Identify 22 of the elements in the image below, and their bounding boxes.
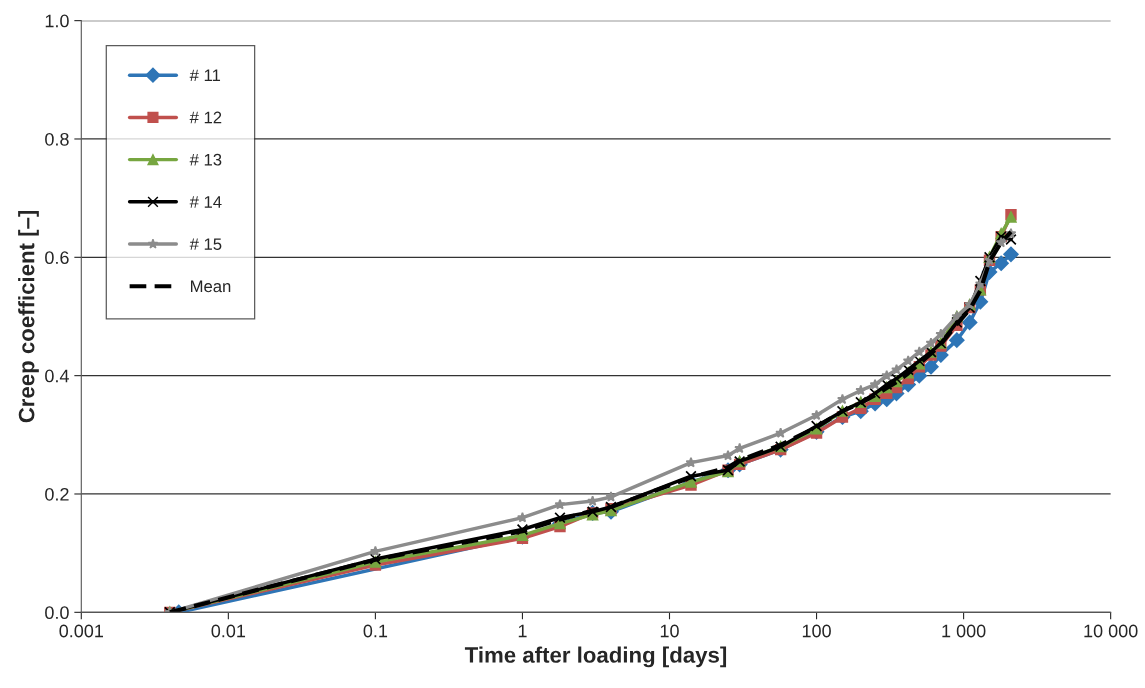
- legend-label: # 12: [189, 111, 222, 124]
- legend-label: Mean: [191, 280, 231, 293]
- x-tick-label: 0.01: [211, 624, 246, 638]
- y-tick-label: 0.6: [45, 251, 69, 265]
- y-tick-label: 1.0: [45, 14, 69, 28]
- y-tick-label: 0.0: [45, 606, 69, 620]
- y-tick-label: 0.8: [45, 132, 69, 146]
- legend-label: # 11: [189, 69, 221, 82]
- x-tick-label: 10: [660, 624, 679, 638]
- legend-label: # 13: [189, 153, 222, 166]
- y-axis-title: Creep coefficient [–]: [18, 210, 39, 423]
- legend-label: # 14: [189, 196, 222, 208]
- legend-label: # 15: [189, 238, 222, 251]
- x-tick-label: 0.1: [363, 624, 388, 638]
- x-tick-label: 10 000: [1084, 624, 1138, 638]
- x-tick-label: 100: [802, 624, 831, 638]
- y-tick-label: 0.2: [45, 487, 69, 501]
- y-tick-label: 0.4: [45, 369, 69, 383]
- x-tick-label: 1 000: [942, 624, 986, 638]
- x-tick-label: 0.001: [59, 624, 104, 638]
- x-axis-title: Time after loading [days]: [464, 646, 727, 668]
- x-tick-label: 1: [518, 624, 527, 638]
